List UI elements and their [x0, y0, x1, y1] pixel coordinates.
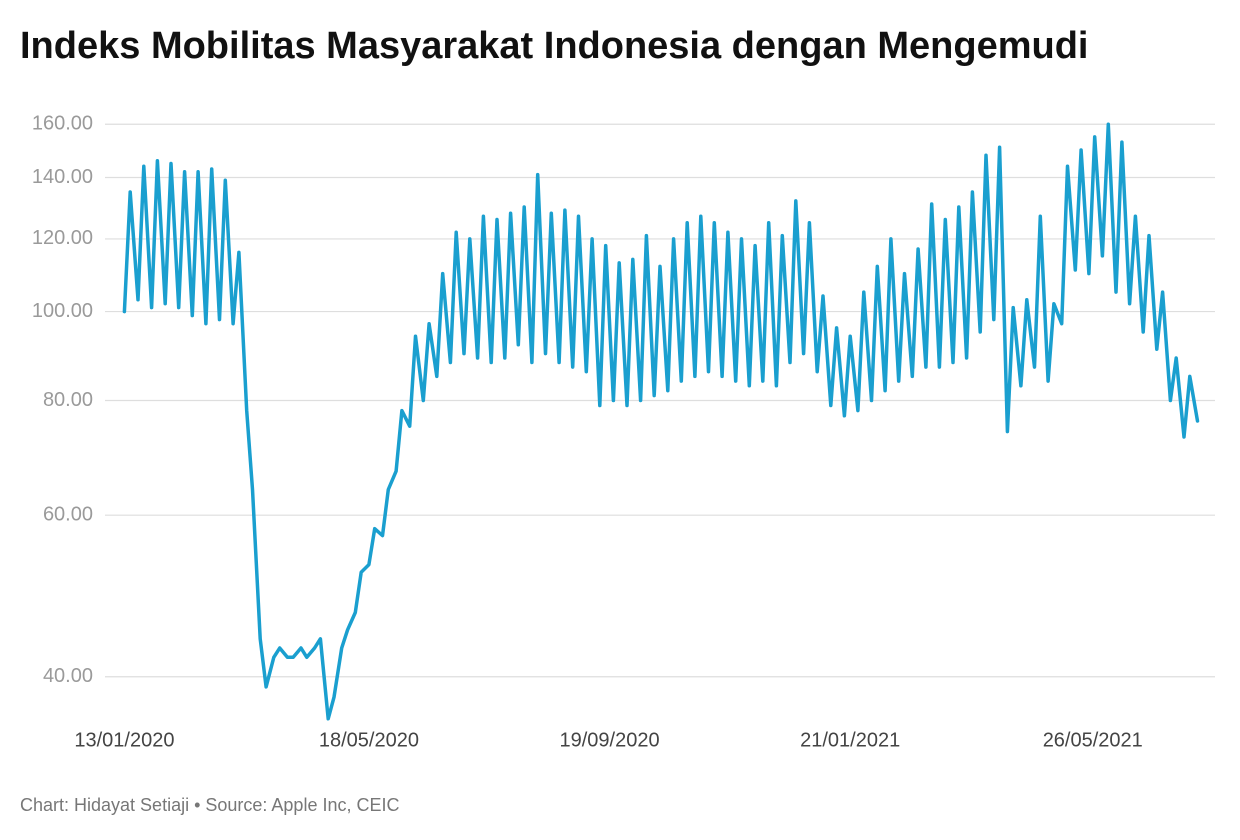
x-tick-label: 19/09/2020	[559, 729, 659, 751]
x-tick-label: 18/05/2020	[319, 729, 419, 751]
chart-footer: Chart: Hidayat Setiaji • Source: Apple I…	[20, 795, 399, 815]
data-line	[122, 122, 1200, 721]
y-tick-label: 80.00	[43, 389, 93, 411]
x-tick-label: 21/01/2021	[800, 729, 900, 751]
y-tick-label: 140.00	[32, 166, 93, 188]
y-tick-label: 120.00	[32, 227, 93, 249]
x-tick-label: 13/01/2020	[74, 729, 174, 751]
x-tick-label: 26/05/2021	[1043, 729, 1143, 751]
y-tick-label: 100.00	[32, 300, 93, 322]
y-tick-label: 160.00	[32, 113, 93, 135]
chart-title: Indeks Mobilitas Masyarakat Indonesia de…	[20, 25, 1088, 67]
y-tick-label: 40.00	[43, 665, 93, 687]
y-tick-label: 60.00	[43, 503, 93, 525]
